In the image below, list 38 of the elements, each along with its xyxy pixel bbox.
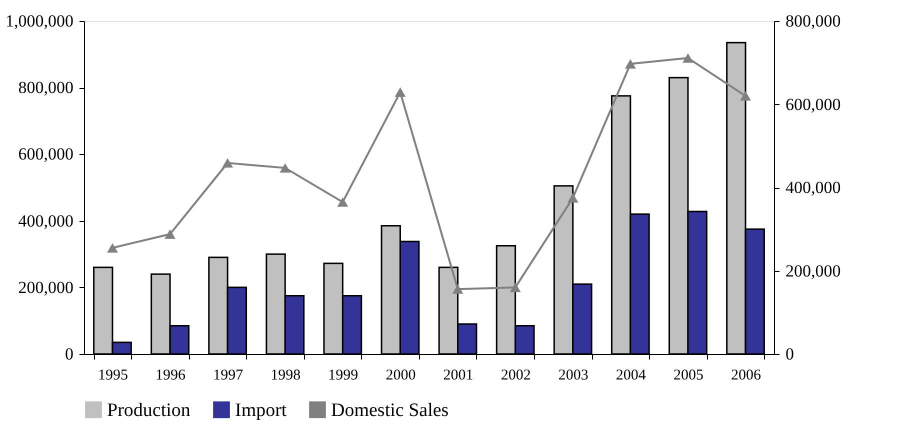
x-tick-label: 2000 [386,368,416,384]
legend-label: Production [107,400,191,421]
point [107,243,118,253]
x-tick-label: 2002 [500,368,531,384]
point [567,193,578,203]
point [740,91,751,101]
point [624,59,636,69]
point [452,284,464,294]
x-tick-label: 2004 [616,368,646,384]
y2-tick-label: 800,000 [786,12,841,30]
y-tick-label: 800,000 [18,78,74,98]
y-tick-label: 200,000 [18,278,74,297]
x-tick-label: 1999 [328,368,358,384]
point [164,229,176,239]
x-tick-label: 1998 [270,368,301,384]
legend-label: Import [235,400,288,421]
point [222,158,234,168]
y2-tick-label: 600,000 [786,94,841,114]
point [337,197,348,207]
point [510,282,521,292]
x-tick-label: 2006 [731,368,762,384]
y2-tick-label: 400,000 [786,178,841,197]
point [682,53,694,63]
x-tick-label: 2001 [443,368,474,384]
point [394,87,406,97]
x-tick-label: 1995 [98,368,128,384]
y-tick-label: 400,000 [18,211,74,230]
x-tick-label: 2005 [673,368,704,384]
legend-label: Domestic Sales [331,400,449,421]
y2-tick-label: 200,000 [786,261,841,280]
y-tick-label: 1,000,000 [6,12,74,30]
point [280,163,291,173]
x-tick-label: 1996 [156,368,186,384]
x-tick-label: 2003 [558,368,588,384]
y-tick-label: 600,000 [18,144,74,164]
y-tick-label: 0 [65,344,74,364]
y2-tick-label: 0 [786,344,794,364]
x-tick-label: 1997 [213,368,244,384]
